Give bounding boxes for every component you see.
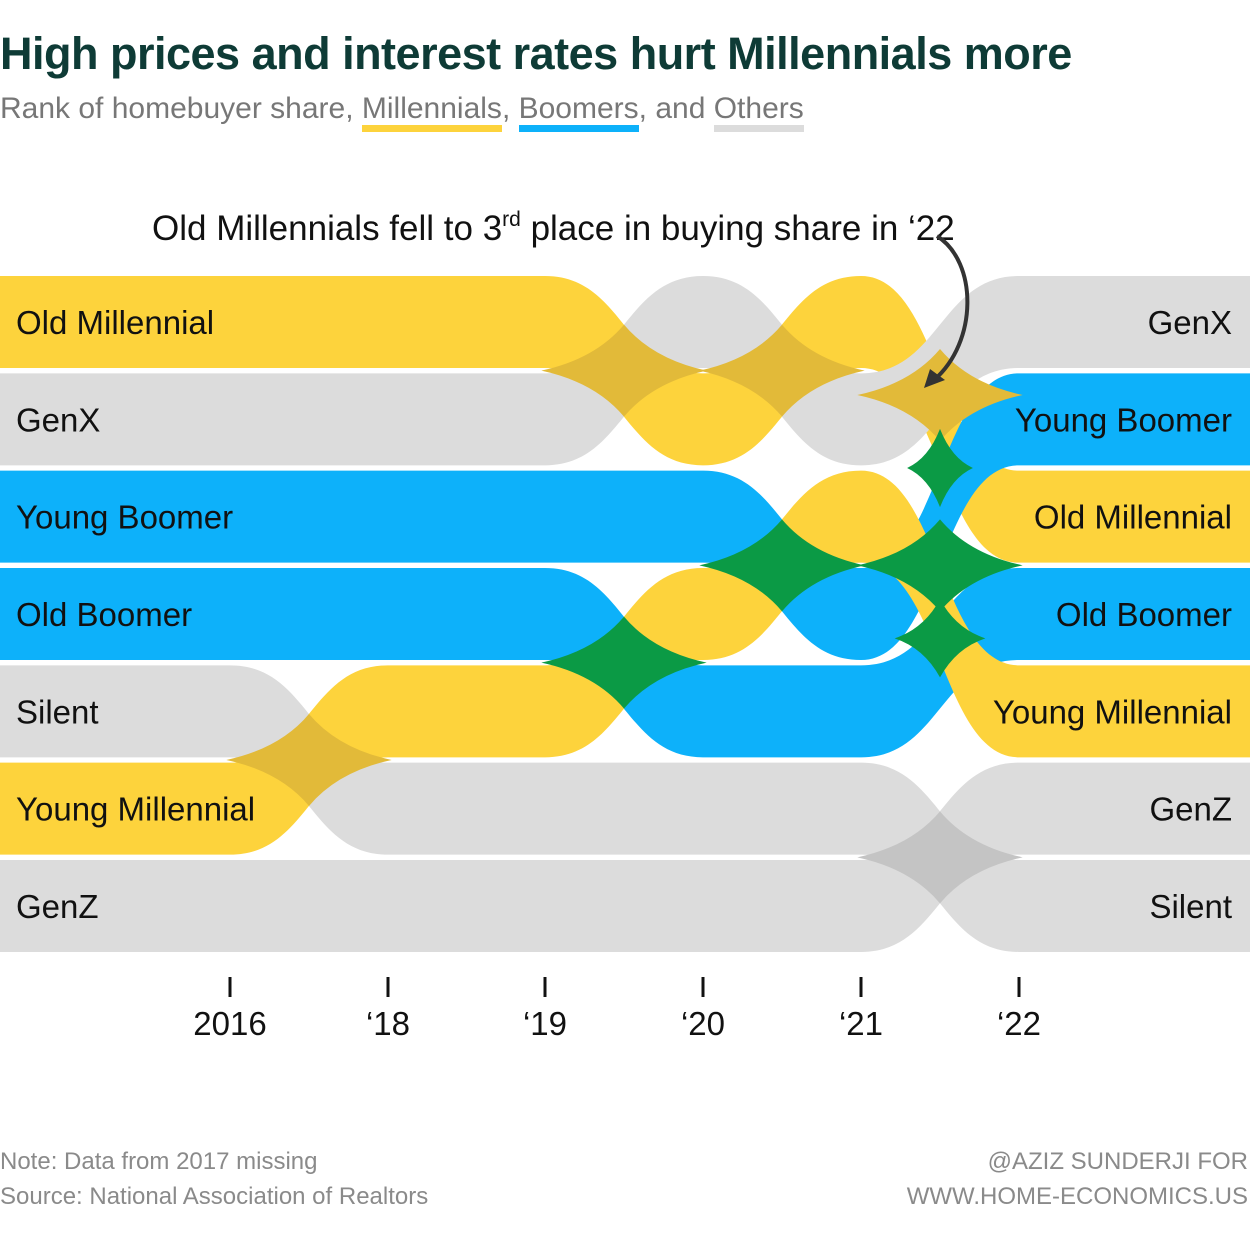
crossing-old-millennial-genx [541,324,707,417]
crossing-old-millennial-genx [699,324,865,417]
chart-title: High prices and interest rates hurt Mill… [0,28,1072,79]
curved-arrow-icon [932,234,970,382]
left-label-young-boomer: Young Boomer [16,499,233,536]
subtitle-prefix: Rank of homebuyer share, [0,92,362,125]
subtitle-separator: , and [638,92,714,125]
right-label-old-millennial: Old Millennial [1034,499,1232,536]
legend-millennials: Millennials [361,93,502,132]
crossing-old-boomer-young-millennial [894,599,986,678]
ribbon-young-boomer [0,373,1250,660]
crossing-silent-genz [857,811,1023,904]
x-tick-label: 2016 [193,1005,266,1042]
crossing-old-millennial-genx [857,348,1023,441]
right-label-young-millennial: Young Millennial [993,693,1232,730]
crossing-old-millennial-young-boomer [907,428,973,508]
ribbon-old-millennial [0,276,1250,563]
crossing-young-boomer-young-millennial [699,519,865,612]
right-label-young-boomer: Young Boomer [1015,401,1232,438]
right-label-genz: GenZ [1149,791,1232,828]
right-label-silent: Silent [1149,888,1232,925]
annotation: Old Millennials fell to 3rd place in buy… [152,208,970,388]
right-label-genx: GenX [1148,304,1232,341]
footer-note: Note: Data from 2017 missing [0,1148,318,1175]
svg-text:Old Millennials fell to 3rd pl: Old Millennials fell to 3rd place in buy… [152,208,955,248]
ribbon-genz [0,762,1250,952]
crossing-old-boomer-young-millennial [541,616,707,709]
legend-boomers: Boomers [518,93,639,132]
left-label-genz: GenZ [16,888,99,925]
left-label-genx: GenX [16,401,100,438]
x-tick-label: ‘19 [523,1005,567,1042]
x-tick-label: ‘18 [366,1005,410,1042]
crossing-layer [226,324,1023,904]
footer-notes: Note: Data from 2017 missing Source: Nat… [0,1144,428,1214]
crossing-young-boomer-young-millennial [857,519,1023,612]
crossing-silent-young-millennial [226,713,392,806]
footer-credit-line1: @AZIZ SUNDERJI FOR [987,1148,1248,1175]
left-label-young-millennial: Young Millennial [16,791,255,828]
x-tick-label: ‘20 [681,1005,725,1042]
right-label-old-boomer: Old Boomer [1056,596,1232,633]
subtitle-separator: , [501,92,519,125]
annotation-superscript: rd [502,208,521,231]
x-tick-label: ‘21 [839,1005,883,1042]
x-tick-label: ‘22 [997,1005,1041,1042]
row-labels: Old Millennial GenX Young Boomer Old Boomer… [16,304,1232,925]
left-label-old-boomer: Old Boomer [16,596,192,633]
x-axis: 2016 ‘18 ‘19 ‘20 ‘21 ‘22 [193,977,1041,1042]
arrow-head-icon [924,369,945,388]
footer-credit: @AZIZ SUNDERJI FOR WWW.HOME-ECONOMICS.US [907,1144,1248,1214]
left-label-silent: Silent [16,693,99,730]
footer-source: Source: National Association of Realtors [0,1183,429,1210]
legend-others: Others [713,93,804,132]
footer-credit-line2: WWW.HOME-ECONOMICS.US [906,1183,1248,1210]
chart-subtitle: Rank of homebuyer share, Millennials, Bo… [0,92,804,132]
left-label-old-millennial: Old Millennial [16,304,214,341]
annotation-text-end: place in buying share in ‘22 [521,209,955,248]
annotation-text: Old Millennials fell to 3 [152,209,502,248]
